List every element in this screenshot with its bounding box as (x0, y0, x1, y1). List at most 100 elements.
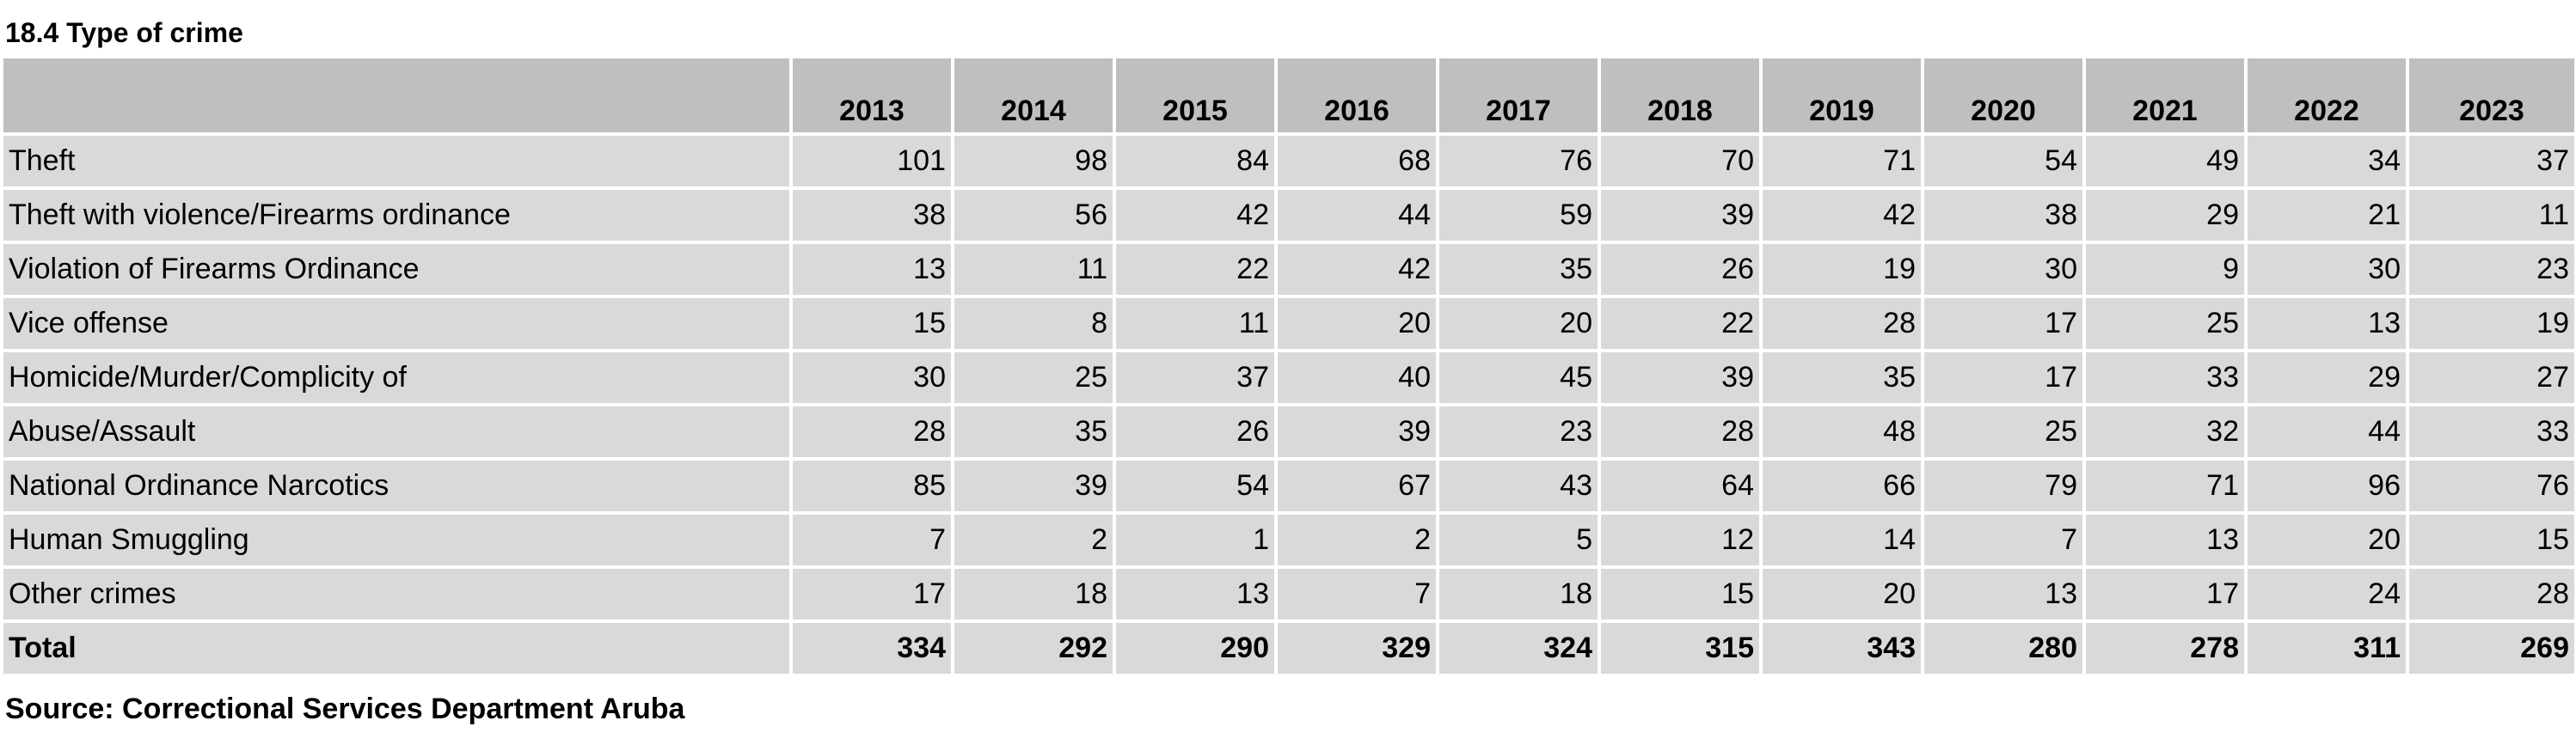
table-cell: 34 (2246, 134, 2409, 190)
year-header: 2019 (1761, 58, 1924, 136)
table-cell: 18 (953, 567, 1116, 623)
row-label: National Ordinance Narcotics (3, 459, 793, 515)
table-cell: 329 (1276, 621, 1439, 674)
table-row: Vice offense 15 8 11 20 20 22 28 17 25 13 19 (3, 296, 2574, 352)
table-cell: 39 (1599, 188, 1763, 244)
table-row: Human Smuggling 7 2 1 2 5 12 14 7 13 20 15 (3, 513, 2574, 569)
table-cell: 71 (1761, 134, 1924, 190)
table-cell: 15 (791, 296, 954, 352)
table-cell: 26 (1114, 405, 1278, 461)
table-cell: 20 (2246, 513, 2409, 569)
table-cell: 38 (791, 188, 954, 244)
total-row: Total 334 292 290 329 324 315 343 280 278 311 269 (3, 621, 2574, 674)
table-cell: 2 (1276, 513, 1439, 569)
table-cell: 68 (1276, 134, 1439, 190)
year-header: 2022 (2246, 58, 2409, 136)
row-label: Violation of Firearms Ordinance (3, 242, 793, 298)
table-cell: 43 (1438, 459, 1601, 515)
table-cell: 19 (2407, 296, 2574, 352)
table-cell: 28 (1761, 296, 1924, 352)
table-cell: 35 (953, 405, 1116, 461)
table-cell: 30 (1923, 242, 2086, 298)
table-row: Violation of Firearms Ordinance 13 11 22 42 3… (3, 242, 2574, 298)
table-cell: 19 (1761, 242, 1924, 298)
table-cell: 54 (1923, 134, 2086, 190)
row-label: Homicide/Murder/Complicity of (3, 351, 793, 406)
table-cell: 14 (1761, 513, 1924, 569)
table-cell: 48 (1761, 405, 1924, 461)
table-row: Homicide/Murder/Complicity of 30 25 37 40 45 3… (3, 351, 2574, 406)
table-cell: 49 (2084, 134, 2248, 190)
table-cell: 56 (953, 188, 1116, 244)
table-row: Theft with violence/Firearms ordinance 38… (3, 188, 2574, 244)
table-cell: 28 (2407, 567, 2574, 623)
table-cell: 42 (1276, 242, 1439, 298)
table-body: Theft 101 98 84 68 76 70 71 54 49 34 37 Theft with v… (3, 134, 2574, 674)
table-cell: 315 (1599, 621, 1763, 674)
year-header: 2015 (1114, 58, 1278, 136)
table-cell: 15 (1599, 567, 1763, 623)
table-cell: 25 (953, 351, 1116, 406)
row-label: Other crimes (3, 567, 793, 623)
table-row: National Ordinance Narcotics 85 39 54 67 43 64… (3, 459, 2574, 515)
table-cell: 64 (1599, 459, 1763, 515)
table-cell: 59 (1438, 188, 1601, 244)
year-header: 2013 (791, 58, 954, 136)
table-cell: 101 (791, 134, 954, 190)
table-cell: 45 (1438, 351, 1601, 406)
table-cell: 1 (1114, 513, 1278, 569)
table-cell: 11 (953, 242, 1116, 298)
table-cell: 7 (791, 513, 954, 569)
table-cell: 17 (2084, 567, 2248, 623)
table-cell: 96 (2246, 459, 2409, 515)
table-cell: 42 (1114, 188, 1278, 244)
table-cell: 13 (1923, 567, 2086, 623)
table-cell: 33 (2407, 405, 2574, 461)
table-cell: 76 (1438, 134, 1601, 190)
table-cell: 13 (2084, 513, 2248, 569)
table-cell: 35 (1438, 242, 1601, 298)
row-label: Theft (3, 134, 793, 190)
table-title: 18.4 Type of crime (5, 17, 243, 48)
table-cell: 25 (1923, 405, 2086, 461)
row-label: Theft with violence/Firearms ordinance (3, 188, 793, 244)
table-cell: 76 (2407, 459, 2574, 515)
year-header: 2014 (953, 58, 1116, 136)
crime-table: 2013 2014 2015 2016 2017 2018 2019 2020 … (3, 58, 2574, 674)
table-cell: 17 (1923, 351, 2086, 406)
table-cell: 11 (2407, 188, 2574, 244)
table-cell: 42 (1761, 188, 1924, 244)
table-cell: 13 (1114, 567, 1278, 623)
table-cell: 39 (1599, 351, 1763, 406)
year-header: 2021 (2084, 58, 2248, 136)
table-cell: 292 (953, 621, 1116, 674)
table-cell: 28 (791, 405, 954, 461)
table-cell: 17 (791, 567, 954, 623)
table-cell: 33 (2084, 351, 2248, 406)
table-cell: 98 (953, 134, 1116, 190)
table-cell: 66 (1761, 459, 1924, 515)
table-cell: 13 (791, 242, 954, 298)
table-cell: 290 (1114, 621, 1278, 674)
table-cell: 26 (1599, 242, 1763, 298)
table-cell: 343 (1761, 621, 1924, 674)
table-cell: 84 (1114, 134, 1278, 190)
table-cell: 278 (2084, 621, 2248, 674)
table-cell: 11 (1114, 296, 1278, 352)
table-cell: 27 (2407, 351, 2574, 406)
table-cell: 21 (2246, 188, 2409, 244)
table-cell: 9 (2084, 242, 2248, 298)
table-cell: 7 (1276, 567, 1439, 623)
table-cell: 311 (2246, 621, 2409, 674)
row-label: Abuse/Assault (3, 405, 793, 461)
table-cell: 5 (1438, 513, 1601, 569)
table-row: Abuse/Assault 28 35 26 39 23 28 48 25 32 44 33 (3, 405, 2574, 461)
table-cell: 20 (1276, 296, 1439, 352)
table-row: Theft 101 98 84 68 76 70 71 54 49 34 37 (3, 134, 2574, 190)
year-header: 2017 (1438, 58, 1601, 136)
year-header: 2018 (1599, 58, 1763, 136)
table-cell: 334 (791, 621, 954, 674)
table-cell: 30 (2246, 242, 2409, 298)
source-note: Source: Correctional Services Department… (5, 693, 685, 725)
table-cell: 18 (1438, 567, 1601, 623)
